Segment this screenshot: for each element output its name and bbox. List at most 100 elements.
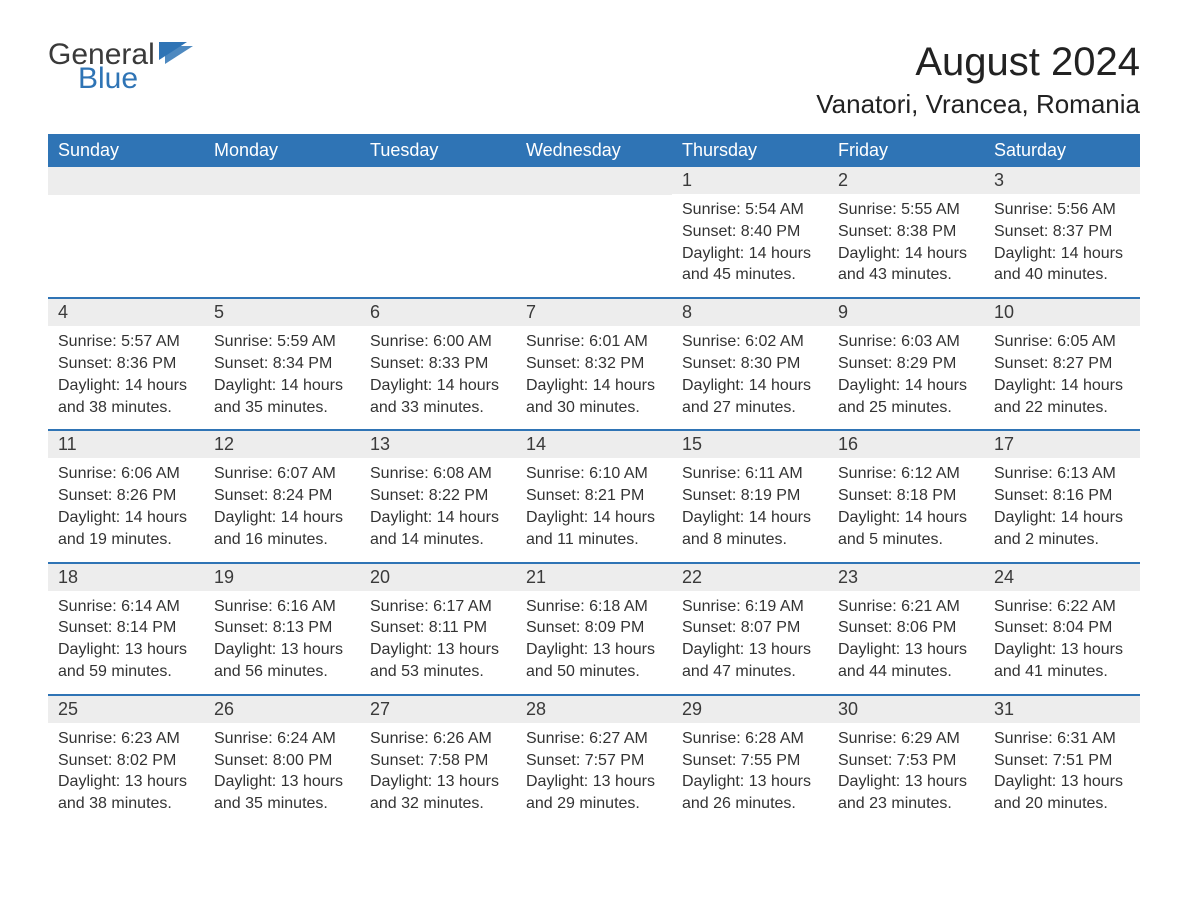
day-number: [516, 167, 672, 195]
sunset-text: Sunset: 7:51 PM: [994, 751, 1130, 772]
calendar-day-cell: 10Sunrise: 6:05 AMSunset: 8:27 PMDayligh…: [984, 299, 1140, 429]
logo-text-block: General Blue: [48, 40, 193, 94]
sunset-text: Sunset: 7:53 PM: [838, 751, 974, 772]
calendar-day-cell: 13Sunrise: 6:08 AMSunset: 8:22 PMDayligh…: [360, 431, 516, 561]
sunset-text: Sunset: 8:09 PM: [526, 618, 662, 639]
sunrise-text: Sunrise: 6:22 AM: [994, 597, 1130, 618]
day-number: 16: [828, 431, 984, 458]
daylight-text-line1: Daylight: 14 hours: [994, 376, 1130, 397]
daylight-text-line1: Daylight: 13 hours: [58, 772, 194, 793]
sunset-text: Sunset: 8:33 PM: [370, 354, 506, 375]
calendar-day-cell: 26Sunrise: 6:24 AMSunset: 8:00 PMDayligh…: [204, 696, 360, 826]
daylight-text-line2: and 38 minutes.: [58, 794, 194, 815]
sunset-text: Sunset: 8:13 PM: [214, 618, 350, 639]
calendar-header-cell: Tuesday: [360, 134, 516, 167]
daylight-text-line1: Daylight: 13 hours: [682, 772, 818, 793]
daylight-text-line2: and 35 minutes.: [214, 398, 350, 419]
daylight-text-line1: Daylight: 13 hours: [994, 640, 1130, 661]
calendar-day-cell: 8Sunrise: 6:02 AMSunset: 8:30 PMDaylight…: [672, 299, 828, 429]
calendar-header-cell: Thursday: [672, 134, 828, 167]
daylight-text-line1: Daylight: 13 hours: [214, 640, 350, 661]
calendar-day-cell: 16Sunrise: 6:12 AMSunset: 8:18 PMDayligh…: [828, 431, 984, 561]
daylight-text-line2: and 19 minutes.: [58, 530, 194, 551]
day-body: Sunrise: 5:54 AMSunset: 8:40 PMDaylight:…: [672, 194, 828, 286]
calendar-day-cell: 2Sunrise: 5:55 AMSunset: 8:38 PMDaylight…: [828, 167, 984, 297]
daylight-text-line2: and 2 minutes.: [994, 530, 1130, 551]
sunset-text: Sunset: 8:38 PM: [838, 222, 974, 243]
day-body: Sunrise: 6:17 AMSunset: 8:11 PMDaylight:…: [360, 591, 516, 683]
daylight-text-line1: Daylight: 14 hours: [838, 508, 974, 529]
sunset-text: Sunset: 8:14 PM: [58, 618, 194, 639]
sunset-text: Sunset: 7:57 PM: [526, 751, 662, 772]
sunrise-text: Sunrise: 6:18 AM: [526, 597, 662, 618]
calendar-week: 25Sunrise: 6:23 AMSunset: 8:02 PMDayligh…: [48, 694, 1140, 826]
daylight-text-line2: and 23 minutes.: [838, 794, 974, 815]
day-number: 26: [204, 696, 360, 723]
calendar-day-cell: 20Sunrise: 6:17 AMSunset: 8:11 PMDayligh…: [360, 564, 516, 694]
calendar-day-cell: 27Sunrise: 6:26 AMSunset: 7:58 PMDayligh…: [360, 696, 516, 826]
sunrise-text: Sunrise: 6:17 AM: [370, 597, 506, 618]
calendar-day-cell: 12Sunrise: 6:07 AMSunset: 8:24 PMDayligh…: [204, 431, 360, 561]
day-number: 9: [828, 299, 984, 326]
calendar-day-cell: 7Sunrise: 6:01 AMSunset: 8:32 PMDaylight…: [516, 299, 672, 429]
sunrise-text: Sunrise: 6:08 AM: [370, 464, 506, 485]
day-number: 17: [984, 431, 1140, 458]
day-number: [48, 167, 204, 195]
sunrise-text: Sunrise: 6:27 AM: [526, 729, 662, 750]
day-body: Sunrise: 6:29 AMSunset: 7:53 PMDaylight:…: [828, 723, 984, 815]
calendar-body: 1Sunrise: 5:54 AMSunset: 8:40 PMDaylight…: [48, 167, 1140, 826]
daylight-text-line2: and 14 minutes.: [370, 530, 506, 551]
calendar-day-cell: 14Sunrise: 6:10 AMSunset: 8:21 PMDayligh…: [516, 431, 672, 561]
sunrise-text: Sunrise: 6:19 AM: [682, 597, 818, 618]
day-body: Sunrise: 6:23 AMSunset: 8:02 PMDaylight:…: [48, 723, 204, 815]
calendar: SundayMondayTuesdayWednesdayThursdayFrid…: [48, 134, 1140, 826]
sunset-text: Sunset: 8:07 PM: [682, 618, 818, 639]
sunset-text: Sunset: 8:34 PM: [214, 354, 350, 375]
daylight-text-line1: Daylight: 14 hours: [370, 376, 506, 397]
day-body: Sunrise: 6:10 AMSunset: 8:21 PMDaylight:…: [516, 458, 672, 550]
sunrise-text: Sunrise: 6:10 AM: [526, 464, 662, 485]
sunset-text: Sunset: 8:27 PM: [994, 354, 1130, 375]
daylight-text-line2: and 26 minutes.: [682, 794, 818, 815]
daylight-text-line2: and 30 minutes.: [526, 398, 662, 419]
sunset-text: Sunset: 8:32 PM: [526, 354, 662, 375]
sunrise-text: Sunrise: 5:55 AM: [838, 200, 974, 221]
day-body: Sunrise: 6:05 AMSunset: 8:27 PMDaylight:…: [984, 326, 1140, 418]
sunset-text: Sunset: 8:37 PM: [994, 222, 1130, 243]
day-body: Sunrise: 6:00 AMSunset: 8:33 PMDaylight:…: [360, 326, 516, 418]
daylight-text-line2: and 35 minutes.: [214, 794, 350, 815]
daylight-text-line2: and 40 minutes.: [994, 265, 1130, 286]
daylight-text-line1: Daylight: 13 hours: [994, 772, 1130, 793]
sunset-text: Sunset: 8:04 PM: [994, 618, 1130, 639]
daylight-text-line1: Daylight: 14 hours: [838, 244, 974, 265]
daylight-text-line2: and 11 minutes.: [526, 530, 662, 551]
daylight-text-line1: Daylight: 14 hours: [838, 376, 974, 397]
sunset-text: Sunset: 8:30 PM: [682, 354, 818, 375]
sunrise-text: Sunrise: 6:13 AM: [994, 464, 1130, 485]
day-number: 23: [828, 564, 984, 591]
day-body: Sunrise: 6:28 AMSunset: 7:55 PMDaylight:…: [672, 723, 828, 815]
day-body: Sunrise: 6:21 AMSunset: 8:06 PMDaylight:…: [828, 591, 984, 683]
sunrise-text: Sunrise: 6:02 AM: [682, 332, 818, 353]
sunset-text: Sunset: 8:36 PM: [58, 354, 194, 375]
sunrise-text: Sunrise: 6:03 AM: [838, 332, 974, 353]
day-body: Sunrise: 6:18 AMSunset: 8:09 PMDaylight:…: [516, 591, 672, 683]
calendar-day-cell: 5Sunrise: 5:59 AMSunset: 8:34 PMDaylight…: [204, 299, 360, 429]
daylight-text-line2: and 5 minutes.: [838, 530, 974, 551]
month-title: August 2024: [816, 40, 1140, 85]
calendar-day-cell: 29Sunrise: 6:28 AMSunset: 7:55 PMDayligh…: [672, 696, 828, 826]
daylight-text-line2: and 32 minutes.: [370, 794, 506, 815]
sunset-text: Sunset: 8:40 PM: [682, 222, 818, 243]
daylight-text-line2: and 50 minutes.: [526, 662, 662, 683]
sunrise-text: Sunrise: 6:26 AM: [370, 729, 506, 750]
calendar-day-cell: 24 Sunrise: 6:22 AMSunset: 8:04 PMDayligh…: [984, 564, 1140, 694]
calendar-day-cell: 1Sunrise: 5:54 AMSunset: 8:40 PMDaylight…: [672, 167, 828, 297]
day-number: 19: [204, 564, 360, 591]
sunset-text: Sunset: 7:55 PM: [682, 751, 818, 772]
day-body: Sunrise: 6:26 AMSunset: 7:58 PMDaylight:…: [360, 723, 516, 815]
sunrise-text: Sunrise: 5:59 AM: [214, 332, 350, 353]
day-number: 30: [828, 696, 984, 723]
sunrise-text: Sunrise: 6:07 AM: [214, 464, 350, 485]
day-number: [360, 167, 516, 195]
day-number: 24: [984, 564, 1140, 591]
